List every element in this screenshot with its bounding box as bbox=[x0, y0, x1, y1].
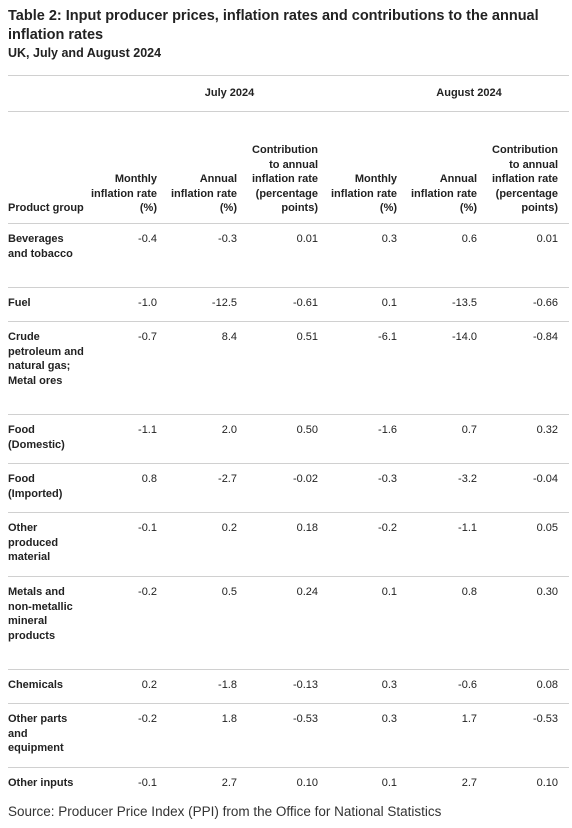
table-cell: -1.1 bbox=[408, 512, 489, 577]
product-group-header: Product group bbox=[8, 111, 90, 224]
product-group-name: Other produced material bbox=[8, 512, 90, 577]
product-group-name: Other parts and equipment bbox=[8, 703, 90, 768]
table-cell: 0.3 bbox=[329, 223, 409, 288]
product-group-name: Food (Domestic) bbox=[8, 414, 90, 464]
product-group-name: Other inputs bbox=[8, 777, 74, 789]
table-row: Food (Imported) 0.8 -2.7 -0.02 -0.3 -3.2… bbox=[8, 463, 570, 513]
table-cell: -0.84 bbox=[488, 321, 570, 415]
table-cell: 0.05 bbox=[488, 512, 570, 577]
monthly-rate-header-july: Monthly inflation rate (%) bbox=[90, 111, 168, 224]
table-cell: -1.6 bbox=[329, 414, 409, 464]
table-row: Chemicals 0.2 -1.8 -0.13 0.3 -0.6 0.08 bbox=[8, 669, 570, 704]
table-cell: 0.3 bbox=[329, 703, 409, 768]
table-cell: 0.1 bbox=[381, 777, 398, 789]
table-cell: -1.8 bbox=[168, 669, 248, 704]
table-cell: 8.4 bbox=[168, 321, 248, 415]
table-cell: -0.3 bbox=[329, 463, 409, 513]
table-cell: 0.30 bbox=[488, 576, 570, 670]
table-cell: -13.5 bbox=[408, 287, 489, 322]
product-group-name: Beverages and tobacco bbox=[8, 223, 90, 288]
table-cell: 2.7 bbox=[461, 777, 478, 789]
product-group-name: Fuel bbox=[8, 287, 90, 322]
table-cell: -0.3 bbox=[168, 223, 248, 288]
table-cell: 0.32 bbox=[488, 414, 570, 464]
table-row: Crude petroleum and natural gas; Metal o… bbox=[8, 321, 570, 415]
table-cell: 0.10 bbox=[536, 777, 559, 789]
table-cell: -1.1 bbox=[90, 414, 168, 464]
table-cell: 2.7 bbox=[221, 777, 237, 789]
table-cell: 0.8 bbox=[90, 463, 168, 513]
table-row: Beverages and tobacco -0.4 -0.3 0.01 0.3… bbox=[8, 223, 570, 288]
table-cell: 0.18 bbox=[248, 512, 330, 577]
table-cell: -0.61 bbox=[248, 287, 330, 322]
table-cell: 0.2 bbox=[168, 512, 248, 577]
table-cell: 0.50 bbox=[248, 414, 330, 464]
table-cell: -0.66 bbox=[488, 287, 570, 322]
table-row: Other produced material -0.1 0.2 0.18 -0… bbox=[8, 512, 570, 577]
table-cell: 0.1 bbox=[329, 287, 409, 322]
table-cell: -0.2 bbox=[329, 512, 409, 577]
table-cell: -0.13 bbox=[248, 669, 330, 704]
ppi-table: July 2024 August 2024 Product group Mont… bbox=[8, 75, 570, 817]
table-cell: 0.08 bbox=[488, 669, 570, 704]
header-spacer bbox=[8, 75, 90, 112]
table-row: Food (Domestic) -1.1 2.0 0.50 -1.6 0.7 0… bbox=[8, 414, 570, 464]
table-row: Metals and non-metallic mineral products… bbox=[8, 576, 570, 670]
table-cell: -0.04 bbox=[488, 463, 570, 513]
monthly-rate-header-august: Monthly inflation rate (%) bbox=[329, 111, 409, 224]
table-cell: 0.7 bbox=[408, 414, 489, 464]
table-cell: -0.7 bbox=[90, 321, 168, 415]
table-cell: -0.53 bbox=[248, 703, 330, 768]
table-cell: -0.53 bbox=[488, 703, 570, 768]
table-cell: 0.51 bbox=[248, 321, 330, 415]
product-group-name: Food (Imported) bbox=[8, 463, 90, 513]
table-cell: 0.01 bbox=[488, 223, 570, 288]
table-cell: -14.0 bbox=[408, 321, 489, 415]
table-cell: 0.3 bbox=[329, 669, 409, 704]
contribution-header-july: Contribution to annual inflation rate (p… bbox=[248, 111, 330, 224]
table-row: Other parts and equipment -0.2 1.8 -0.53… bbox=[8, 703, 570, 768]
table-cell: -3.2 bbox=[408, 463, 489, 513]
table-cell: 0.5 bbox=[168, 576, 248, 670]
period-header-august: August 2024 bbox=[329, 75, 570, 112]
table-title: Table 2: Input producer prices, inflatio… bbox=[8, 8, 539, 43]
table-cell: 2.0 bbox=[168, 414, 248, 464]
contribution-header-august: Contribution to annual inflation rate (p… bbox=[488, 111, 570, 224]
table-cell: -12.5 bbox=[168, 287, 248, 322]
table-cell: -0.4 bbox=[90, 223, 168, 288]
table-cell: 0.01 bbox=[248, 223, 330, 288]
table-cell: -2.7 bbox=[168, 463, 248, 513]
table-cell: -6.1 bbox=[329, 321, 409, 415]
table-subtitle: UK, July and August 2024 bbox=[8, 46, 162, 60]
table-cell: -1.0 bbox=[90, 287, 168, 322]
product-group-name: Crude petroleum and natural gas; Metal o… bbox=[8, 321, 90, 415]
table-cell: 0.6 bbox=[408, 223, 489, 288]
table-cell: 1.7 bbox=[408, 703, 489, 768]
period-header-july: July 2024 bbox=[90, 75, 330, 112]
table-cell: -0.2 bbox=[90, 703, 168, 768]
table-cell: 0.24 bbox=[248, 576, 330, 670]
annual-rate-header-august: Annual inflation rate (%) bbox=[408, 111, 489, 224]
table-row: Fuel -1.0 -12.5 -0.61 0.1 -13.5 -0.66 bbox=[8, 287, 570, 322]
table-cell: -0.1 bbox=[90, 512, 168, 577]
table-cell: 0.2 bbox=[90, 669, 168, 704]
table-cell: 0.1 bbox=[329, 576, 409, 670]
product-group-name: Chemicals bbox=[8, 669, 90, 704]
annual-rate-header-july: Annual inflation rate (%) bbox=[168, 111, 248, 224]
table-cell: 1.8 bbox=[168, 703, 248, 768]
table-row: Other inputs -0.1 2.7 0.10 0.1 2.7 0.10 bbox=[8, 768, 569, 817]
column-header-row: Product group Monthly inflation rate (%)… bbox=[8, 111, 570, 224]
table-cell: -0.1 bbox=[138, 777, 157, 789]
table-cell: -0.02 bbox=[248, 463, 330, 513]
table-cell: -0.6 bbox=[408, 669, 489, 704]
product-group-name: Metals and non-metallic mineral products bbox=[8, 576, 90, 670]
source-note: Source: Producer Price Index (PPI) from … bbox=[8, 804, 442, 819]
table-cell: 0.8 bbox=[408, 576, 489, 670]
table-cell: -0.2 bbox=[90, 576, 168, 670]
table-cell: 0.10 bbox=[296, 777, 319, 789]
period-header-row: July 2024 August 2024 bbox=[8, 75, 570, 112]
